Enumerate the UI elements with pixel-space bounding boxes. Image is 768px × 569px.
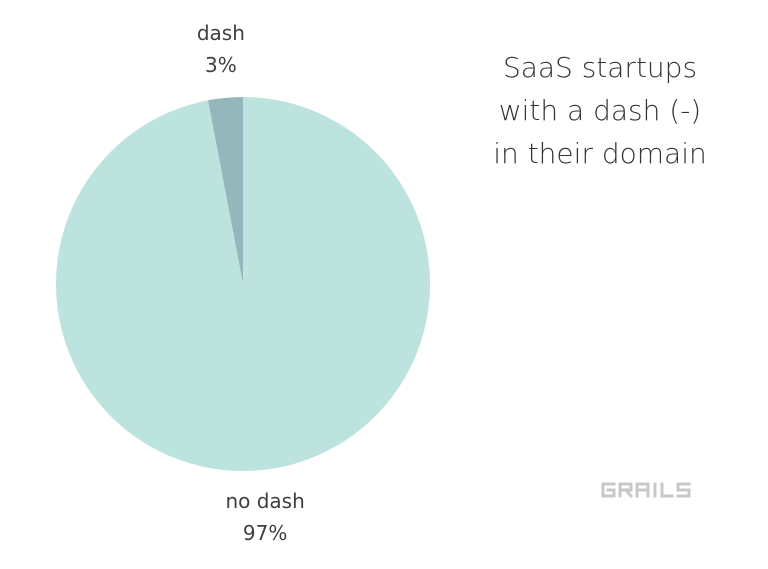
slice-label-dash: dash (197, 21, 245, 45)
slice-labels: dash 3% no dash 97% (197, 21, 305, 545)
slice-percent-no-dash: 97% (243, 521, 287, 545)
slice-label-no-dash: no dash (225, 489, 304, 513)
pie-slice-dash (207, 97, 243, 284)
chart-title-line-1: SaaS startups (502, 51, 698, 84)
chart-title-line-2: with a dash (-) (498, 94, 702, 127)
pie-slice-no-dash (56, 97, 430, 472)
pie-slices (56, 97, 430, 472)
chart-title-line-3: in their domain (493, 137, 707, 170)
grails-logo (601, 482, 691, 499)
chart-title: SaaS startups with a dash (-) in their d… (468, 46, 732, 175)
slice-percent-dash: 3% (205, 53, 237, 77)
